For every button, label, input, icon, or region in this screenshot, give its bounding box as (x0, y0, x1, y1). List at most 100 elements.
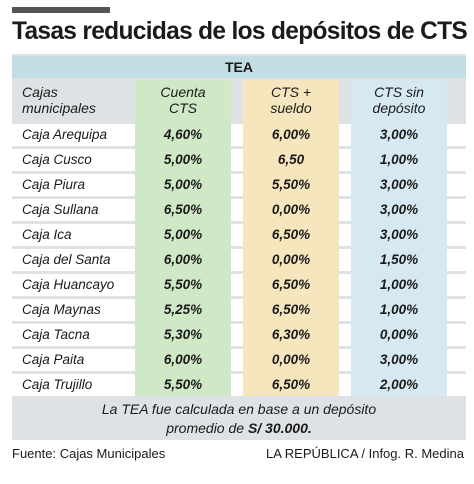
table-row: Caja Huancayo 5,50% 6,50% 1,00% (12, 274, 466, 296)
cell-sueldo: 6,50% (271, 227, 311, 242)
cell-cuenta: 5,00% (163, 227, 203, 242)
header-cajas-line1: Cajas (22, 84, 58, 100)
cell-tint-sin (351, 374, 447, 396)
cell-caja-name: Caja Maynas (22, 302, 101, 317)
footnote-line2: promedio de S/ 30.000. (12, 419, 466, 438)
table-row: Caja Cusco 5,00% 6,50 1,00% (12, 149, 466, 171)
cell-tint-cuenta (135, 299, 231, 321)
header-cajas: Cajas municipales (22, 84, 96, 122)
table-row: Caja Maynas 5,25% 6,50% 1,00% (12, 299, 466, 321)
header-sin-line1: CTS sin (374, 84, 424, 100)
table-row: Caja Sullana 6,50% 0,00% 3,00% (12, 199, 466, 221)
cell-tint-sueldo (243, 174, 339, 196)
cell-cuenta: 5,00% (163, 152, 203, 167)
cell-caja-name: Caja Huancayo (22, 277, 115, 292)
cell-sin: 1,00% (379, 152, 419, 167)
cell-sin: 3,00% (379, 227, 419, 242)
cell-cuenta: 5,50% (163, 277, 203, 292)
cell-sin: 3,00% (379, 127, 419, 142)
cell-sueldo: 6,30% (271, 327, 311, 342)
cell-sueldo: 6,50% (271, 377, 311, 392)
header-cajas-line2: municipales (22, 100, 96, 116)
cell-caja-name: Caja Arequipa (22, 127, 108, 142)
cell-cuenta: 5,50% (163, 377, 203, 392)
cell-caja-name: Caja Cusco (22, 152, 92, 167)
header-cuenta: Cuenta CTS (135, 84, 231, 122)
cell-sueldo: 6,50% (271, 302, 311, 317)
cell-sueldo: 6,50 (277, 152, 305, 167)
cell-tint-sin (351, 224, 447, 246)
cell-sueldo: 0,00% (271, 252, 311, 267)
cell-sin: 1,50% (379, 252, 419, 267)
cell-tint-sueldo (243, 374, 339, 396)
footnote-amount: S/ 30.000. (247, 420, 312, 436)
cell-tint-sin (351, 149, 447, 171)
table-row: Caja Arequipa 4,60% 6,00% 3,00% (12, 124, 466, 146)
tea-label: TEA (225, 59, 253, 75)
cell-tint-cuenta (135, 199, 231, 221)
cell-tint-cuenta (135, 149, 231, 171)
footnote: La TEA fue calculada en base a un depósi… (12, 400, 466, 438)
cell-sin: 3,00% (379, 352, 419, 367)
table-row: Caja del Santa 6,00% 0,00% 1,50% (12, 249, 466, 271)
cell-caja-name: Caja Ica (22, 227, 72, 242)
cell-tint-sin (351, 249, 447, 271)
cell-sin: 3,00% (379, 202, 419, 217)
header-sin-line2: depósito (372, 100, 426, 116)
cell-tint-sin (351, 324, 447, 346)
cell-tint-cuenta (135, 374, 231, 396)
cell-sin: 1,00% (379, 277, 419, 292)
cell-sueldo: 0,00% (271, 352, 311, 367)
table-row: Caja Trujillo 5,50% 6,50% 2,00% (12, 374, 466, 396)
table-row: Caja Tacna 5,30% 6,30% 0,00% (12, 324, 466, 346)
cell-tint-sin (351, 174, 447, 196)
header-sin: CTS sin depósito (351, 84, 447, 122)
cell-tint-sueldo (243, 199, 339, 221)
table-row: Caja Paita 6,00% 0,00% 3,00% (12, 349, 466, 371)
source-text: Fuente: Cajas Municipales (12, 446, 166, 461)
cell-caja-name: Caja Trujillo (22, 377, 93, 392)
cell-tint-sueldo (243, 224, 339, 246)
cell-sueldo: 0,00% (271, 202, 311, 217)
cell-sueldo: 6,50% (271, 277, 311, 292)
page-title: Tasas reducidas de los depósitos de CTS (12, 17, 468, 45)
cell-sueldo: 6,00% (271, 127, 311, 142)
cell-tint-cuenta (135, 124, 231, 146)
cell-tint-sin (351, 124, 447, 146)
cell-tint-sueldo (243, 299, 339, 321)
cell-cuenta: 5,25% (163, 302, 203, 317)
cell-caja-name: Caja Piura (22, 177, 86, 192)
cell-caja-name: Caja Tacna (22, 327, 90, 342)
cell-caja-name: Caja Sullana (22, 202, 99, 217)
cell-sin: 0,00% (379, 327, 419, 342)
cell-tint-sueldo (243, 149, 339, 171)
cell-cuenta: 6,00% (163, 352, 203, 367)
footnote-line1: La TEA fue calculada en base a un depósi… (101, 401, 377, 417)
cell-tint-sin (351, 274, 447, 296)
cell-tint-cuenta (135, 174, 231, 196)
cell-sin: 2,00% (379, 377, 419, 392)
cell-tint-sueldo (243, 349, 339, 371)
cell-sin: 1,00% (379, 302, 419, 317)
cell-sin: 3,00% (379, 177, 419, 192)
cell-tint-sin (351, 199, 447, 221)
cell-cuenta: 5,30% (163, 327, 203, 342)
header-cuenta-line2: CTS (169, 100, 197, 116)
footnote-prefix: promedio de (166, 420, 245, 436)
table-row: Caja Ica 5,00% 6,50% 3,00% (12, 224, 466, 246)
cell-tint-cuenta (135, 274, 231, 296)
cell-tint-sueldo (243, 124, 339, 146)
table-row: Caja Piura 5,00% 5,50% 3,00% (12, 174, 466, 196)
cell-tint-cuenta (135, 324, 231, 346)
header-cuenta-line1: Cuenta (160, 84, 206, 100)
header-sueldo-line1: CTS + (270, 84, 312, 100)
cell-tint-sueldo (243, 274, 339, 296)
header-sueldo-line2: sueldo (270, 100, 312, 116)
cell-cuenta: 6,50% (163, 202, 203, 217)
cell-tint-sin (351, 349, 447, 371)
top-rule (12, 7, 110, 13)
cell-cuenta: 6,00% (163, 252, 203, 267)
cell-tint-cuenta (135, 249, 231, 271)
cell-tint-cuenta (135, 224, 231, 246)
cell-caja-name: Caja Paita (22, 352, 85, 367)
